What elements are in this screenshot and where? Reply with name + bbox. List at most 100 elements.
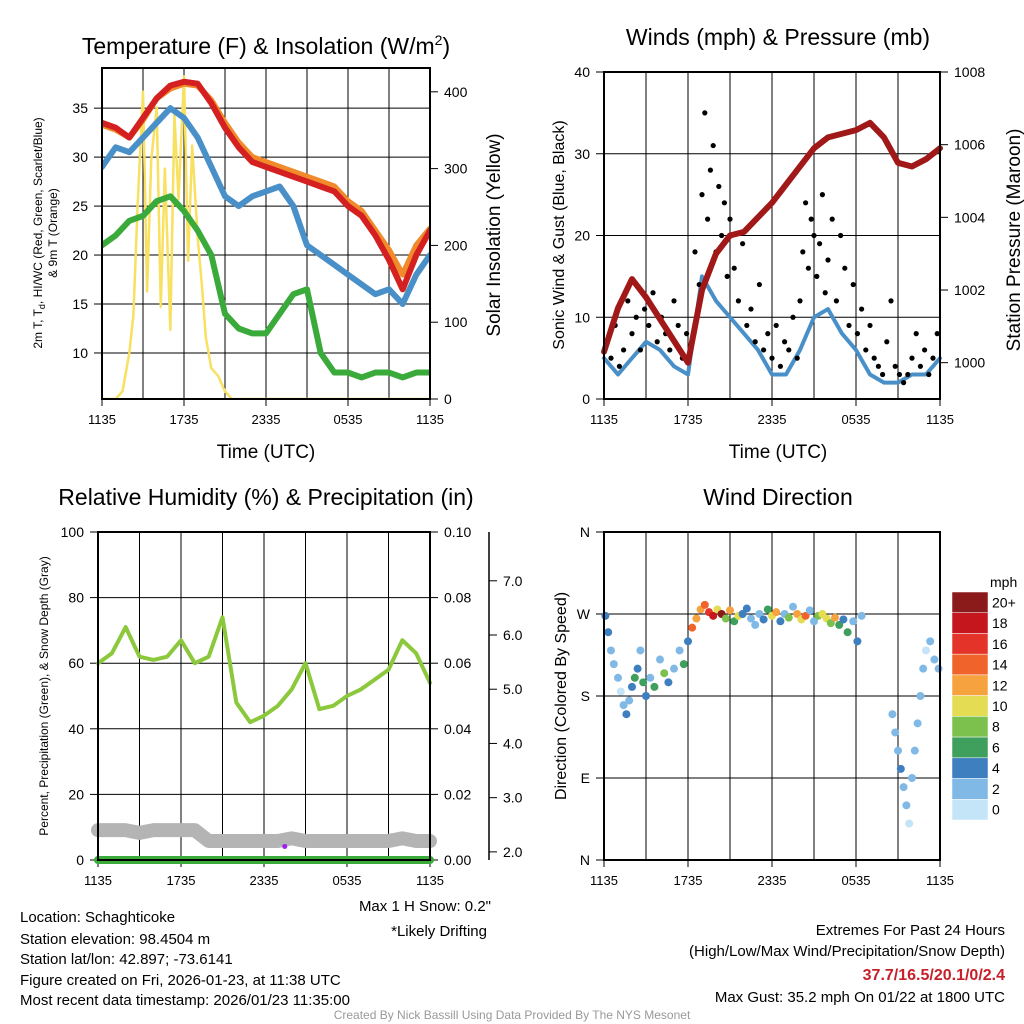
gust-point xyxy=(934,331,940,337)
wind-direction-point xyxy=(646,673,655,682)
gust-point xyxy=(710,142,716,149)
temp-plot-area: 1135 1735 2335 0535 1135 10 15 20 25 30 35 0 100 200 3… xyxy=(72,67,468,427)
wind-direction-point xyxy=(630,673,639,682)
rh-y-label: Percent, Precipitation (Green), & Snow D… xyxy=(37,556,51,835)
colorbar-label: 10 xyxy=(992,698,1008,714)
gust-point xyxy=(888,298,894,304)
colorbar-swatch xyxy=(951,612,989,634)
gust-point xyxy=(905,371,911,378)
temp-y-tick-label: 15 xyxy=(72,296,88,312)
wind-direction-point xyxy=(609,660,618,669)
gust-point xyxy=(629,331,635,337)
temp-y-tick-label: 20 xyxy=(72,247,88,263)
gust-point xyxy=(761,347,767,353)
gust-point xyxy=(699,192,705,198)
relative-humidity-line xyxy=(96,615,432,725)
wind-direction-point xyxy=(916,692,925,700)
gust-point xyxy=(909,355,915,361)
gust-point xyxy=(752,339,758,345)
rh-y-tick-label: 60 xyxy=(68,655,84,671)
colorbar-label: 12 xyxy=(992,677,1008,693)
colorbar-label: 2 xyxy=(992,781,1000,797)
wind-direction-point xyxy=(805,606,814,615)
colorbar-label: 18 xyxy=(992,615,1008,631)
gust-point xyxy=(716,183,722,190)
precip-y-tick-label: 0.08 xyxy=(444,590,471,606)
wind-direction-point xyxy=(849,617,858,626)
elevation-text: Station elevation: 98.4504 m xyxy=(20,931,210,948)
wind-direction-point xyxy=(831,613,839,622)
colorbar-swatch xyxy=(951,757,989,779)
gust-point xyxy=(667,347,673,353)
wind-direction-point xyxy=(930,655,939,664)
wind-direction-point xyxy=(660,669,669,678)
wind-direction-point xyxy=(784,613,793,622)
gust-point xyxy=(896,371,903,378)
wind-direction-point xyxy=(934,664,943,673)
gust-point xyxy=(850,281,856,288)
gust-point xyxy=(707,167,714,173)
wind-direction-point xyxy=(614,673,622,682)
colorbar-swatch xyxy=(951,695,989,717)
wind-direction-point xyxy=(709,611,718,620)
winddir-x-tick-label: 2335 xyxy=(758,873,787,888)
winddir-x-tick-label: 0535 xyxy=(842,873,871,888)
winddir-y-label: Direction (Colored By Speed) xyxy=(553,592,570,800)
temp-x-tick-label: 1735 xyxy=(170,412,199,427)
wind-direction-point xyxy=(772,608,781,617)
pressure-y-tick-label: 1006 xyxy=(954,137,985,153)
gust-point xyxy=(719,232,725,239)
gust-point xyxy=(786,347,792,353)
wind-direction-point xyxy=(688,623,697,632)
temp-y-label-2: & 9m T (Orange) xyxy=(46,188,60,278)
wind-y2-label: Station Pressure (Maroon) xyxy=(1004,129,1024,352)
wind-frame xyxy=(603,71,941,400)
gust-point xyxy=(702,110,708,116)
wind-direction-point xyxy=(604,628,613,637)
wind-direction-point xyxy=(776,617,785,626)
gust-point xyxy=(817,241,823,247)
gust-point xyxy=(805,265,812,271)
gust-point xyxy=(822,290,828,296)
snow-y-tick-label: 5.0 xyxy=(503,681,523,697)
winddir-x-tick-label: 1735 xyxy=(674,873,703,888)
gust-point xyxy=(646,322,652,329)
gust-point xyxy=(748,306,754,312)
gust-point xyxy=(880,371,886,378)
series-td-line xyxy=(102,193,430,381)
snow-y-tick-label: 6.0 xyxy=(503,627,523,643)
wind-y-label: Sonic Wind & Gust (Blue, Black) xyxy=(551,120,568,349)
gust-point xyxy=(867,322,873,329)
gust-point xyxy=(744,322,750,329)
max-snow-text: Max 1 H Snow: 0.2" xyxy=(359,898,491,915)
sonic-wind-line xyxy=(602,274,942,385)
colorbar-label: 0 xyxy=(992,802,1000,818)
drifting-note: *Likely Drifting xyxy=(391,923,487,940)
gust-point xyxy=(777,363,784,369)
colorbar-label: 8 xyxy=(992,719,1000,735)
gust-point xyxy=(616,363,623,369)
snow-depth-line xyxy=(91,823,437,849)
wind-direction-point xyxy=(853,637,862,646)
wind-direction-point xyxy=(905,819,914,828)
wind-direction-point xyxy=(896,764,905,773)
temp-x-tick-label: 0535 xyxy=(334,412,363,427)
gust-point xyxy=(765,331,771,337)
gust-point xyxy=(803,200,809,206)
temp-frame xyxy=(101,67,431,400)
wind-direction-point xyxy=(793,610,802,618)
wind-y-tick-label: 30 xyxy=(574,146,590,162)
wind-direction-point xyxy=(826,619,835,628)
gust-point xyxy=(621,347,627,353)
pressure-line xyxy=(601,119,943,366)
gust-point xyxy=(654,339,660,345)
wind-x-tick-label: 0535 xyxy=(842,412,871,427)
wind-y-tick-label: 20 xyxy=(574,228,590,244)
solar-y-tick-label: 0 xyxy=(444,391,452,407)
gust-point xyxy=(794,355,800,361)
winddir-y-tick-label: S xyxy=(581,688,590,704)
precip-y-tick-label: 0.10 xyxy=(444,524,471,540)
wind-direction-point xyxy=(759,615,768,624)
temp-y-label: 2m T, Td, HI/WC (Red, Green, Scarlet/Blu… xyxy=(31,117,47,348)
wind-direction-point xyxy=(664,678,673,687)
